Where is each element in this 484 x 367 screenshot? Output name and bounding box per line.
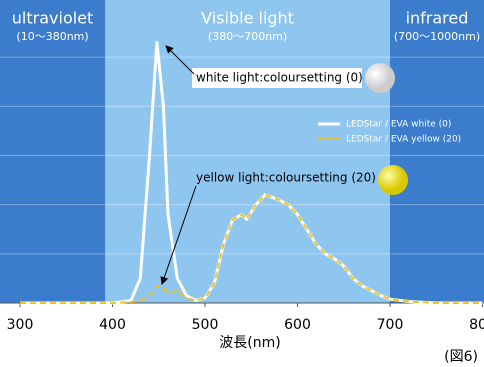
annotation: yellow light:coloursetting (20): [196, 171, 376, 185]
band-label: infrared: [406, 9, 469, 28]
annotation: white light:coloursetting (0): [196, 71, 363, 85]
band-label: Visible light: [201, 9, 294, 28]
series-line: [20, 40, 483, 305]
x-tick-label: 400: [99, 317, 126, 333]
arrow: [165, 45, 195, 75]
figure-label: (図6): [444, 349, 478, 365]
x-tick-label: 600: [284, 317, 311, 333]
spectrum-band: [105, 0, 390, 303]
x-tick-label: 700: [377, 317, 404, 333]
x-axis-label: 波長(nm): [219, 335, 280, 351]
band-range: (10～380nm): [16, 30, 88, 43]
legend-label: LEDStar / EVA yellow (20): [346, 135, 461, 145]
series-line: [20, 193, 483, 304]
spectrum-band: [390, 0, 484, 303]
band-range: (380～700nm): [208, 30, 287, 43]
white-light-icon: [365, 63, 395, 93]
arrow: [160, 185, 197, 285]
yellow-light-icon: [378, 165, 408, 195]
x-tick-label: 300: [7, 317, 34, 333]
legend-label: LEDStar / EVA white (0): [346, 120, 451, 130]
band-label: ultraviolet: [12, 9, 94, 28]
annotation-box: [192, 68, 362, 88]
x-tick-label: 800: [469, 317, 484, 333]
x-tick-label: 500: [192, 317, 219, 333]
band-range: (700～1000nm): [394, 30, 480, 43]
spectrum-band: [0, 0, 106, 303]
